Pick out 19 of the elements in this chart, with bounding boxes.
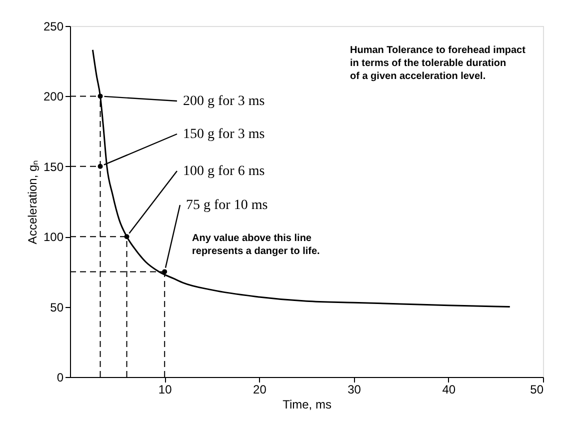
x-tick-label: 30: [348, 382, 362, 396]
annotation: Any value above this line represents a danger to life.: [192, 233, 320, 257]
x-tick-label: 20: [253, 382, 267, 396]
x-tick-label: 40: [442, 382, 456, 396]
annotation: 100 g for 6 ms: [183, 164, 265, 179]
annotation: 200 g for 3 ms: [183, 94, 265, 109]
x-tick-label: 10: [158, 382, 172, 396]
y-tick-label: 200: [43, 90, 64, 104]
y-tick-label: 250: [43, 20, 64, 34]
annotation: 75 g for 10 ms: [186, 198, 268, 213]
y-tick-label: 100: [43, 230, 64, 244]
y-tick-label: 50: [50, 300, 64, 314]
y-tick-label: 150: [43, 160, 64, 174]
y-tick-label: 0: [56, 370, 64, 384]
annotation: Human Tolerance to forehead impact in terms of the tolerable duration of a given acceleration level.: [350, 45, 526, 82]
x-axis-title: Time, ms: [282, 398, 332, 412]
x-tick-label: 50: [530, 382, 544, 396]
annotation: 150 g for 3 ms: [183, 127, 265, 142]
y-axis-title: Acceleration, gₙ: [25, 160, 40, 244]
